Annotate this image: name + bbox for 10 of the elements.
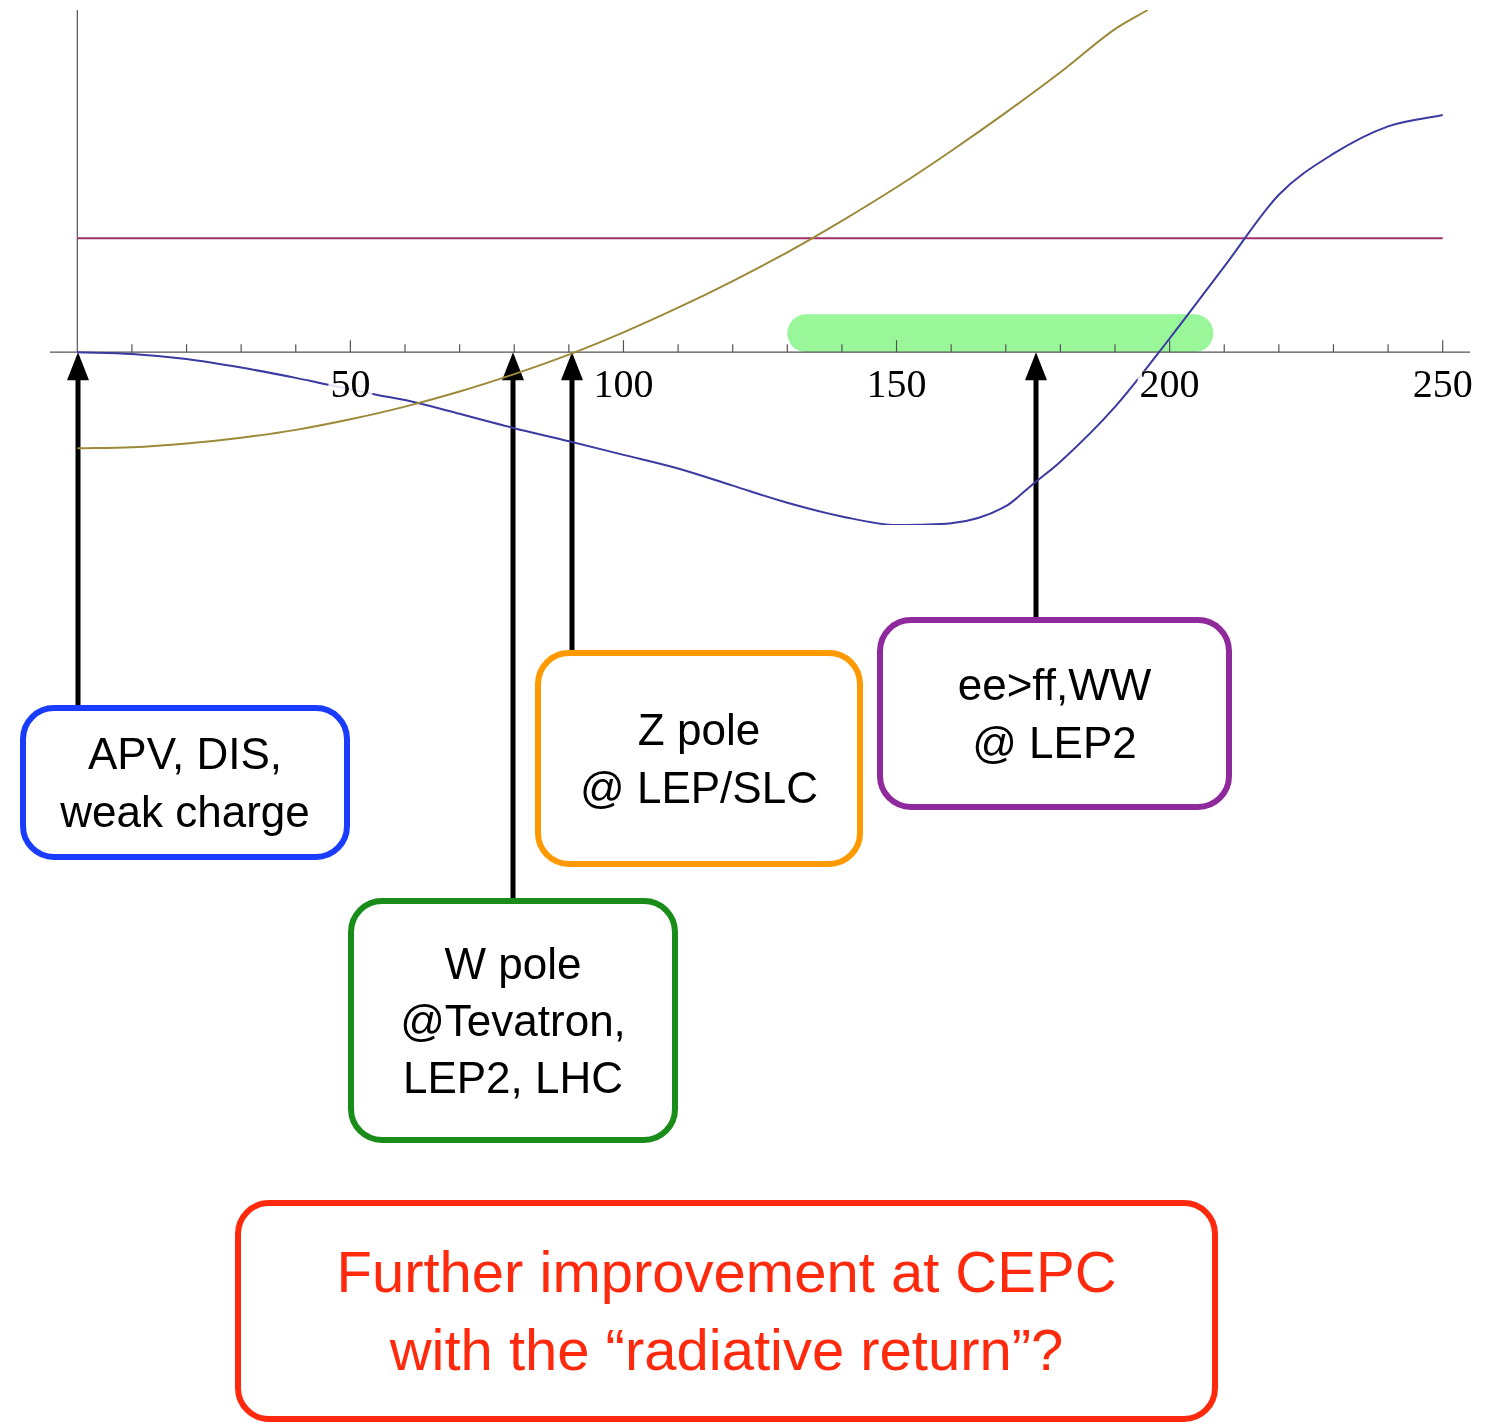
x-tick-label: 150 <box>866 360 927 406</box>
x-tick-label: 100 <box>593 360 654 406</box>
x-tick-label: 50 <box>330 360 371 406</box>
text: W pole @Tevatron, LEP2, LHC <box>348 898 678 1143</box>
x-tick-label: 200 <box>1139 360 1200 406</box>
text: APV, DIS, weak charge <box>20 705 350 860</box>
x-tick-label: 250 <box>1412 360 1473 406</box>
text: Z pole @ LEP/SLC <box>535 650 863 867</box>
text: ee>ff,WW @ LEP2 <box>877 617 1232 810</box>
text: Further improvement at CEPC with the “radiative return”? <box>235 1200 1218 1422</box>
